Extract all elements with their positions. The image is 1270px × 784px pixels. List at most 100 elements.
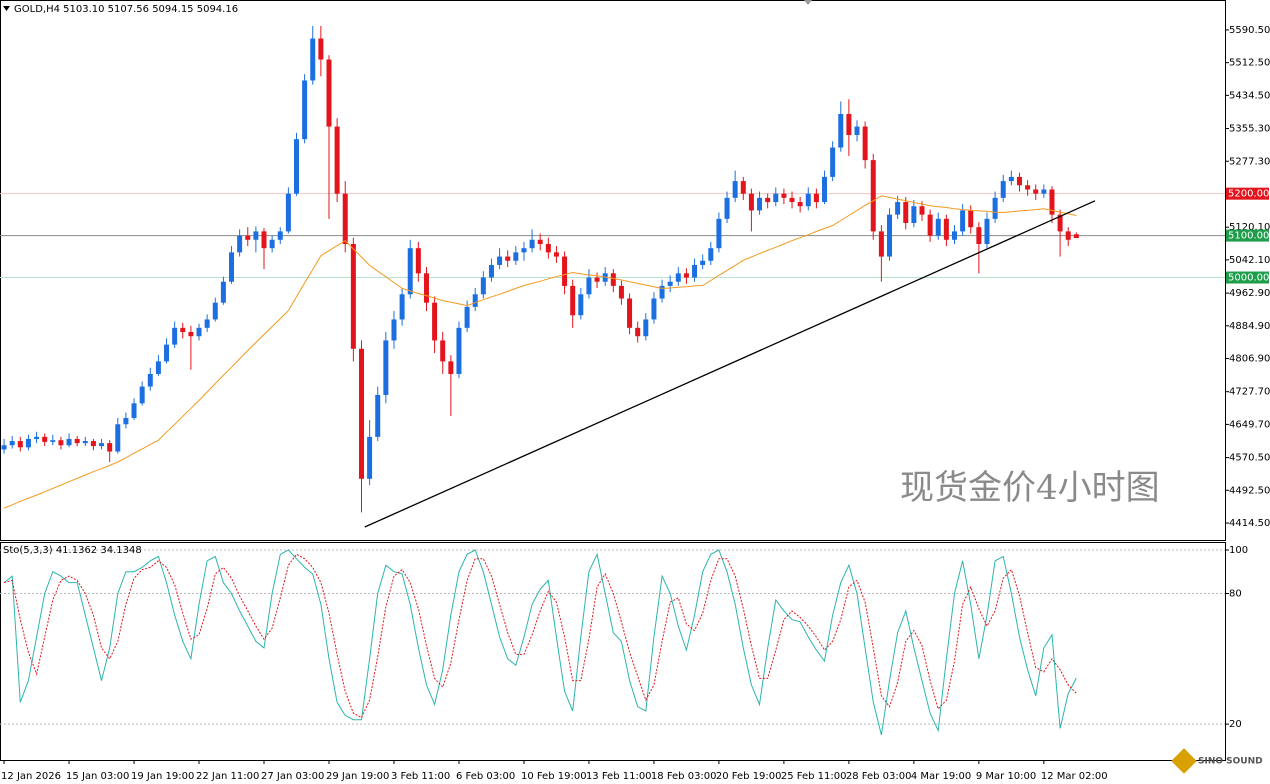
candle-body (464, 306, 470, 328)
candle-body (277, 231, 283, 240)
y-tick-label: 4884.90 (1229, 321, 1270, 332)
candle-body (1000, 181, 1006, 198)
candle-body (9, 441, 15, 446)
logo: SINO SOUND (1198, 757, 1263, 767)
candle-body (537, 239, 543, 244)
candle-body (984, 218, 990, 244)
x-tick-label: 27 Jan 03:00 (261, 771, 324, 782)
candle-body (521, 248, 527, 253)
candle-body (1065, 231, 1071, 240)
x-tick-label: 12 Mar 02:00 (1041, 771, 1108, 782)
trend-line (364, 200, 1096, 528)
candle-body (82, 441, 88, 444)
candle-body (1041, 189, 1047, 194)
candle-body (748, 193, 754, 211)
candle-body (610, 273, 616, 286)
x-tick-label: 19 Jan 19:00 (131, 771, 194, 782)
price-level-box (1226, 229, 1269, 242)
candle-body (34, 436, 40, 439)
candle-body (505, 256, 511, 261)
candle-body (50, 440, 56, 442)
candle-body (618, 285, 624, 299)
candle-body (285, 193, 291, 232)
candle-body (976, 227, 982, 244)
candle-body (789, 197, 795, 203)
y-tick-label: 5120.10 (1229, 222, 1270, 233)
candle-body (1025, 185, 1031, 190)
candle-body (123, 417, 129, 425)
y-tick-label: 5512.50 (1229, 58, 1270, 69)
candle-body (1057, 214, 1063, 232)
candle-body (627, 298, 633, 328)
candle-body (1033, 189, 1039, 194)
candle-body (773, 193, 779, 203)
candle-body (245, 235, 251, 240)
candle-body (294, 139, 300, 194)
candle-body (708, 248, 714, 261)
y-tick-label: 4806.90 (1229, 353, 1270, 364)
candle-body (895, 202, 901, 215)
candle-body (570, 285, 576, 316)
candle-body (90, 441, 96, 447)
y-tick-label: 100 (1229, 545, 1248, 556)
x-tick-label: 22 Jan 11:00 (196, 771, 259, 782)
candle-body (781, 193, 787, 198)
candle-body (578, 294, 584, 316)
y-tick-label: 5434.50 (1229, 90, 1270, 101)
candle-body (66, 438, 72, 446)
candle-body (212, 302, 218, 320)
candle-body (943, 218, 949, 240)
candle-body (253, 231, 259, 240)
candle-body (350, 243, 356, 349)
candle-body (440, 340, 446, 362)
candle-body (732, 181, 738, 198)
candle-body (480, 277, 486, 295)
candle-body (415, 248, 421, 274)
candle-body (692, 264, 698, 278)
candle-body (131, 403, 137, 418)
candle-body (683, 273, 689, 278)
y-tick-label: 5355.30 (1229, 124, 1270, 135)
candle-body (1073, 234, 1079, 239)
x-tick-label: 28 Feb 03:00 (846, 771, 912, 782)
x-tick-label: 4 Mar 19:00 (911, 771, 971, 782)
candle-body (643, 319, 649, 337)
x-tick-label: 12 Jan 2026 (1, 771, 61, 782)
candle-body (172, 327, 178, 345)
candle-body (358, 348, 364, 479)
candle-body (367, 436, 373, 479)
candle-body (1016, 176, 1022, 186)
candle-body (261, 231, 267, 249)
candle-body (968, 210, 974, 228)
price-level-box (1226, 187, 1269, 200)
series-line (3, 549, 1077, 736)
candle-body (757, 197, 763, 211)
price-level-label: 5100.00 (1228, 231, 1269, 242)
candle-body (139, 386, 145, 404)
candle-body (229, 252, 235, 282)
sto-frame (0, 542, 1226, 761)
symbol-header: GOLD,H4 5103.10 5107.56 5094.15 5094.16 (14, 4, 238, 15)
x-tick-label: 29 Jan 19:00 (326, 771, 389, 782)
candle-body (196, 327, 202, 337)
y-tick-label: 5590.50 (1229, 25, 1270, 36)
candle-body (675, 273, 681, 282)
candle-body (99, 443, 105, 447)
candle-body (651, 298, 657, 320)
candle-body (342, 193, 348, 244)
dropdown-marker (804, 0, 812, 5)
candle-body (107, 443, 113, 452)
candle-body (586, 277, 592, 295)
candle-body (204, 319, 210, 328)
candle-body (927, 214, 933, 236)
candle-body (17, 441, 23, 448)
candle-body (797, 202, 803, 207)
candle-body (58, 440, 64, 446)
header-arrow (3, 6, 10, 11)
candle-body (919, 206, 925, 215)
x-tick-label: 18 Feb 03:00 (651, 771, 717, 782)
candle-body (716, 218, 722, 249)
candle-body (188, 332, 194, 337)
